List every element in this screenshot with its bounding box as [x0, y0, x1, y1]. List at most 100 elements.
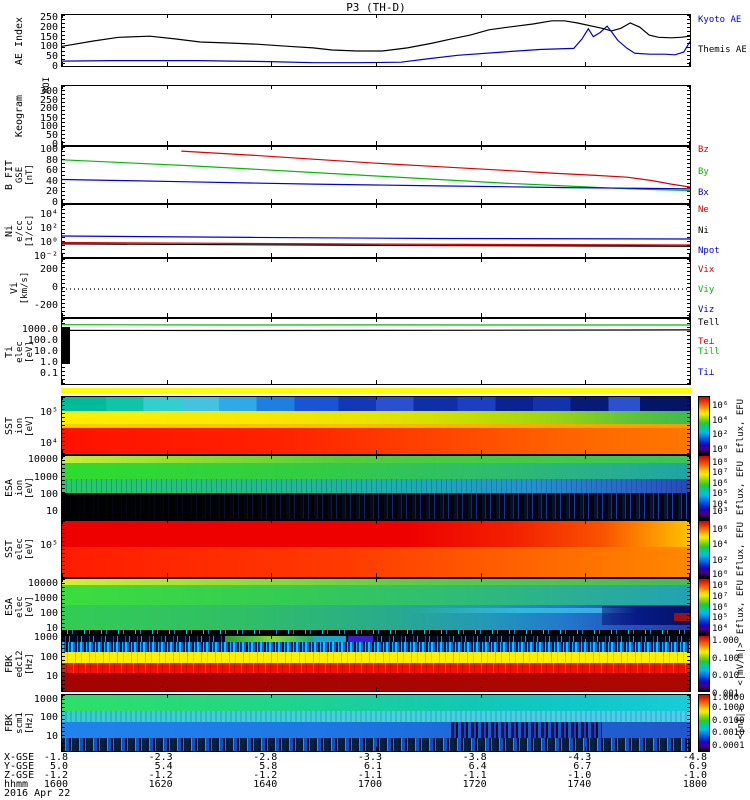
x-tick	[271, 86, 272, 89]
vi-velocity-trace-label-viy: Viy	[698, 285, 715, 295]
ylabel-line: [1/cc]	[25, 214, 35, 248]
x-tick	[376, 456, 377, 459]
vi-velocity-ytick: 0	[51, 282, 58, 293]
x-tick	[481, 259, 482, 262]
x-tick	[271, 380, 272, 384]
x-tick	[167, 62, 168, 66]
x-tick	[689, 515, 690, 519]
vi-velocity-series-svg	[62, 288, 690, 290]
b-fit-ylabel: B FIT GSE [nT]	[2, 146, 38, 204]
axis-value: 1600	[43, 779, 68, 790]
colorbar-1-tick: 10⁶	[712, 478, 729, 489]
axis-value: -3.8	[462, 752, 487, 763]
ae-index-trace-label-kyotoae: Kyoto AE	[698, 15, 742, 25]
x-tick	[689, 259, 690, 262]
x-tick	[62, 147, 63, 150]
ti-temperature-trace-label-till: Till	[698, 347, 720, 357]
x-tick	[585, 747, 586, 751]
ylabel-line: [eV]	[25, 476, 35, 499]
vi-velocity-minor-ticks-left	[62, 259, 65, 317]
ti-temperature-trace-label-te: Te⊥	[698, 337, 715, 347]
x-tick	[62, 62, 63, 66]
keogram-sub-label-text: ROI	[42, 76, 52, 94]
colorbar-3-tick: 10⁵	[712, 613, 729, 624]
keogram-ytick: 250	[39, 94, 58, 106]
axis-row-label-hhmm: hhmm	[4, 779, 29, 790]
x-tick	[481, 15, 482, 18]
ae-index-ytick: 200	[39, 21, 58, 33]
x-tick	[376, 579, 377, 582]
colorbar-2-tick: 10⁶	[712, 524, 729, 535]
x-tick	[376, 747, 377, 751]
x-tick	[167, 747, 168, 751]
x-tick	[167, 695, 168, 698]
keogram-ytick: 150	[39, 112, 58, 124]
axis-value: 5.4	[154, 761, 173, 772]
x-tick	[271, 573, 272, 577]
axis-value: 1720	[462, 779, 487, 790]
b-fit-ytick: 100	[39, 144, 58, 156]
b-fit-trace-label-bx: Bx	[698, 188, 709, 198]
esa-ion-minor-ticks-left	[62, 456, 65, 519]
ti-temperature-patch-0	[62, 327, 70, 364]
x-tick	[62, 313, 63, 317]
plot-title: P3 (TH-D)	[346, 1, 406, 14]
ylabel-line: Ti	[4, 345, 15, 358]
colorbar-1-tick: 10⁷	[712, 468, 729, 479]
ylabel-line: edc12	[15, 649, 25, 678]
x-tick	[376, 62, 377, 66]
ae-index-series-svg	[62, 20, 690, 64]
axis-value: -1.1	[357, 770, 382, 781]
x-tick	[167, 147, 168, 150]
fbk-edc12-minor-ticks-right	[687, 636, 690, 691]
ti-temperature-trace-label-ti: Ti⊥	[698, 368, 715, 378]
panel-b-fit	[61, 146, 691, 204]
colorbar-2-tick: 10⁴	[712, 540, 729, 551]
x-tick	[481, 747, 482, 751]
ylabel-line: Ni	[4, 224, 15, 238]
sst-elec-ylabel-text: SST elec [eV]	[4, 538, 35, 560]
ni-density-ylabel: Ni e/cc [1/cc]	[2, 204, 38, 258]
x-tick	[167, 397, 168, 400]
x-tick	[62, 141, 63, 145]
esa-ion-ytick: 10	[45, 505, 58, 517]
esa-ion-ytick: 10000	[27, 453, 58, 465]
colorbar-0	[698, 396, 710, 455]
x-tick	[167, 579, 168, 582]
axis-value: 1740	[567, 779, 592, 790]
esa-ion-spectro-row-3	[62, 493, 690, 519]
ylabel-line: ion	[15, 417, 25, 434]
ni-density-minor-ticks-right	[687, 205, 690, 257]
esa-elec-patch-0	[407, 607, 690, 614]
x-tick	[689, 253, 690, 257]
keogram-minor-ticks-right	[687, 86, 690, 145]
x-tick	[271, 259, 272, 262]
x-tick	[481, 62, 482, 66]
esa-elec-ytick: 10000	[27, 578, 58, 590]
x-tick	[62, 687, 63, 691]
x-tick	[62, 380, 63, 384]
x-tick	[62, 86, 63, 89]
x-tick	[481, 319, 482, 322]
x-tick	[689, 380, 690, 384]
fbk-scm1-ylabel-text: FBK scm1 [Hz]	[4, 712, 35, 734]
keogram-ylabel: Keogram	[2, 85, 38, 146]
axis-value: -4.8	[682, 752, 707, 763]
x-tick	[271, 147, 272, 150]
esa-ion-ytick: 1000	[33, 471, 58, 483]
x-tick	[481, 141, 482, 145]
sst-ion-minor-ticks-right	[687, 397, 690, 454]
b-fit-ytick: 60	[45, 165, 58, 177]
panel-esa-elec	[61, 578, 691, 635]
x-tick	[585, 141, 586, 145]
x-tick	[376, 253, 377, 257]
axis-row-label-x-gse: X-GSE	[4, 752, 35, 763]
x-tick	[376, 573, 377, 577]
colorbar-1	[698, 455, 710, 520]
x-tick	[585, 313, 586, 317]
panel-fbk-scm1	[61, 694, 691, 752]
x-tick	[167, 141, 168, 145]
keogram-ytick: 200	[39, 103, 58, 115]
ylabel-line: Keogram	[14, 94, 25, 137]
x-tick	[62, 579, 63, 582]
